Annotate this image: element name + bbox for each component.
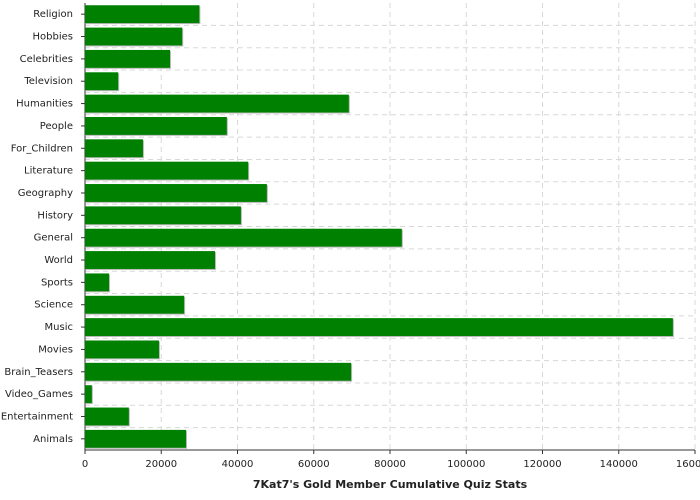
y-tick-label: People <box>40 121 73 132</box>
bar <box>85 161 249 180</box>
y-tick-label: Sports <box>41 277 73 288</box>
bar <box>85 94 349 113</box>
y-tick-label: For_Children <box>11 143 73 154</box>
y-tick-label: World <box>44 255 73 266</box>
x-tick-label: 120000 <box>523 459 561 470</box>
bar <box>85 139 143 158</box>
bar <box>85 273 110 292</box>
bar <box>85 228 402 247</box>
y-tick-label: History <box>37 210 73 221</box>
bar <box>85 184 267 202</box>
x-tick-label: 80000 <box>374 459 406 470</box>
bar <box>85 5 200 24</box>
y-tick-label: Movies <box>38 344 73 355</box>
y-tick-label: Hobbies <box>33 32 73 43</box>
bar <box>85 429 187 448</box>
bar <box>85 116 227 135</box>
x-tick-label: 100000 <box>447 459 485 470</box>
x-tick-label: 140000 <box>600 459 638 470</box>
y-tick-label: Geography <box>18 188 73 199</box>
x-tick-label: 0 <box>82 459 88 470</box>
y-tick-label: Video_Games <box>5 389 73 400</box>
y-tick-label: Brain_Teasers <box>4 367 73 378</box>
y-tick-label: Humanities <box>16 99 73 110</box>
bar <box>85 206 241 225</box>
y-tick-label: Animals <box>33 434 73 445</box>
bar <box>85 340 159 359</box>
x-tick-label: 60000 <box>298 459 330 470</box>
y-tick-label: Religion <box>33 9 73 20</box>
y-tick-label: Science <box>34 300 73 311</box>
y-tick-label: General <box>34 233 73 244</box>
bar <box>85 385 92 404</box>
bar <box>85 407 129 426</box>
y-tick-label: Entertainment <box>1 411 73 422</box>
bar <box>85 318 673 337</box>
y-tick-label: Television <box>23 76 73 87</box>
bar <box>85 295 185 314</box>
bar <box>85 251 216 269</box>
y-tick-label: Music <box>45 322 73 333</box>
y-tick-label: Literature <box>24 166 73 177</box>
x-tick-label: 40000 <box>222 459 254 470</box>
bar <box>85 362 352 381</box>
bar <box>85 49 171 68</box>
bar <box>85 27 183 46</box>
x-axis-title: 7Kat7's Gold Member Cumulative Quiz Stat… <box>253 478 528 491</box>
y-tick-label: Celebrities <box>20 54 73 65</box>
x-tick-label: 20000 <box>145 459 177 470</box>
bar <box>85 72 119 91</box>
x-tick-label: 160000 <box>676 459 700 470</box>
